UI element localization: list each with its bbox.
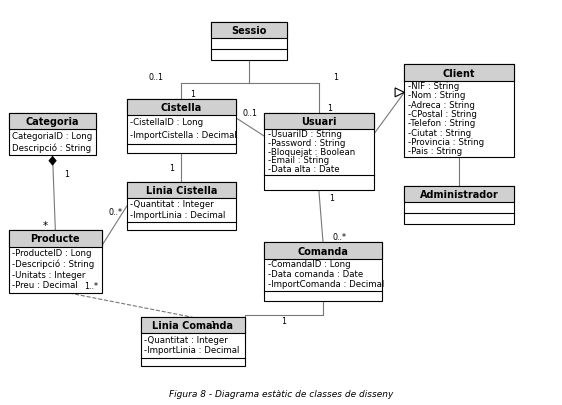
Bar xyxy=(264,243,382,259)
Text: 1: 1 xyxy=(328,104,333,113)
Text: -ImportComanda : Decimal: -ImportComanda : Decimal xyxy=(268,279,384,288)
Text: -Telefon : String: -Telefon : String xyxy=(407,119,475,128)
Text: -Pais : String: -Pais : String xyxy=(407,147,462,156)
Bar xyxy=(9,231,102,293)
Text: 1: 1 xyxy=(64,170,69,179)
Text: Figura 8 - Diagrama estàtic de classes de disseny: Figura 8 - Diagrama estàtic de classes d… xyxy=(169,389,393,398)
Text: 0..*: 0..* xyxy=(333,233,347,242)
Text: -Password : String: -Password : String xyxy=(268,139,345,147)
Text: -ImportLinia : Decimal: -ImportLinia : Decimal xyxy=(130,210,225,219)
Text: -Ciutat : String: -Ciutat : String xyxy=(407,128,471,137)
Text: -ImportLinia : Decimal: -ImportLinia : Decimal xyxy=(144,345,239,354)
Text: -Data alta : Date: -Data alta : Date xyxy=(268,164,339,173)
Text: -Email : String: -Email : String xyxy=(268,156,329,165)
Bar xyxy=(404,65,514,158)
Text: -CPostal : String: -CPostal : String xyxy=(407,110,477,119)
Text: Client: Client xyxy=(443,68,475,78)
Text: -ProducteID : Long: -ProducteID : Long xyxy=(12,248,92,257)
Text: Categoria: Categoria xyxy=(26,117,79,127)
Text: 1..*: 1..* xyxy=(85,281,99,290)
Text: 0..1: 0..1 xyxy=(149,73,164,82)
Bar xyxy=(211,23,287,39)
Text: Linia Comanda: Linia Comanda xyxy=(152,321,233,330)
Text: Linia Cistella: Linia Cistella xyxy=(146,185,217,195)
Bar xyxy=(127,100,236,116)
Bar xyxy=(404,186,514,202)
Bar xyxy=(211,23,287,61)
Bar xyxy=(9,114,96,156)
Text: -CistellaID : Long: -CistellaID : Long xyxy=(130,118,203,127)
Text: -Provincia : String: -Provincia : String xyxy=(407,137,484,147)
Bar xyxy=(264,243,382,301)
Text: Descripció : String: Descripció : String xyxy=(12,143,92,152)
Text: -Quantitat : Integer: -Quantitat : Integer xyxy=(144,335,228,344)
Bar xyxy=(264,114,374,130)
Text: 0..1: 0..1 xyxy=(243,109,257,118)
Text: -Bloquejat : Boolean: -Bloquejat : Boolean xyxy=(268,147,355,156)
Text: 1: 1 xyxy=(329,193,334,202)
Text: 1: 1 xyxy=(333,73,338,82)
Text: -Adreca : String: -Adreca : String xyxy=(407,100,474,109)
Bar xyxy=(9,231,102,247)
Text: -UsuariID : String: -UsuariID : String xyxy=(268,130,342,139)
Text: -Unitats : Integer: -Unitats : Integer xyxy=(12,270,86,279)
Text: 0..*: 0..* xyxy=(108,208,123,217)
Bar xyxy=(9,114,96,130)
Text: -Data comanda : Date: -Data comanda : Date xyxy=(268,269,363,278)
Text: Usuari: Usuari xyxy=(301,117,337,127)
Text: 1: 1 xyxy=(282,317,286,326)
Text: -Descripció : String: -Descripció : String xyxy=(12,259,95,269)
Bar xyxy=(264,114,374,190)
Text: 1: 1 xyxy=(210,320,215,329)
Text: 1: 1 xyxy=(169,164,174,173)
Bar xyxy=(404,186,514,225)
Text: -Quantitat : Integer: -Quantitat : Integer xyxy=(130,200,214,209)
Text: 1: 1 xyxy=(190,90,195,98)
Bar xyxy=(127,182,236,231)
Polygon shape xyxy=(395,89,404,98)
Text: Producte: Producte xyxy=(30,234,80,244)
Bar xyxy=(141,318,244,366)
Text: Administrador: Administrador xyxy=(420,190,498,199)
Text: Sessio: Sessio xyxy=(231,26,266,36)
Bar xyxy=(127,100,236,154)
Text: Comanda: Comanda xyxy=(298,246,348,256)
Text: -ImportCistella : Decimal: -ImportCistella : Decimal xyxy=(130,131,237,140)
Text: CategoriaID : Long: CategoriaID : Long xyxy=(12,132,93,141)
Text: -NIF : String: -NIF : String xyxy=(407,82,459,91)
Bar xyxy=(141,318,244,334)
Polygon shape xyxy=(49,157,56,166)
Bar xyxy=(127,182,236,198)
Text: *: * xyxy=(43,220,48,230)
Text: Cistella: Cistella xyxy=(161,102,202,113)
Text: -Nom : String: -Nom : String xyxy=(407,91,465,100)
Bar xyxy=(404,65,514,81)
Text: -ComandaID : Long: -ComandaID : Long xyxy=(268,260,350,269)
Text: -Preu : Decimal: -Preu : Decimal xyxy=(12,281,78,290)
